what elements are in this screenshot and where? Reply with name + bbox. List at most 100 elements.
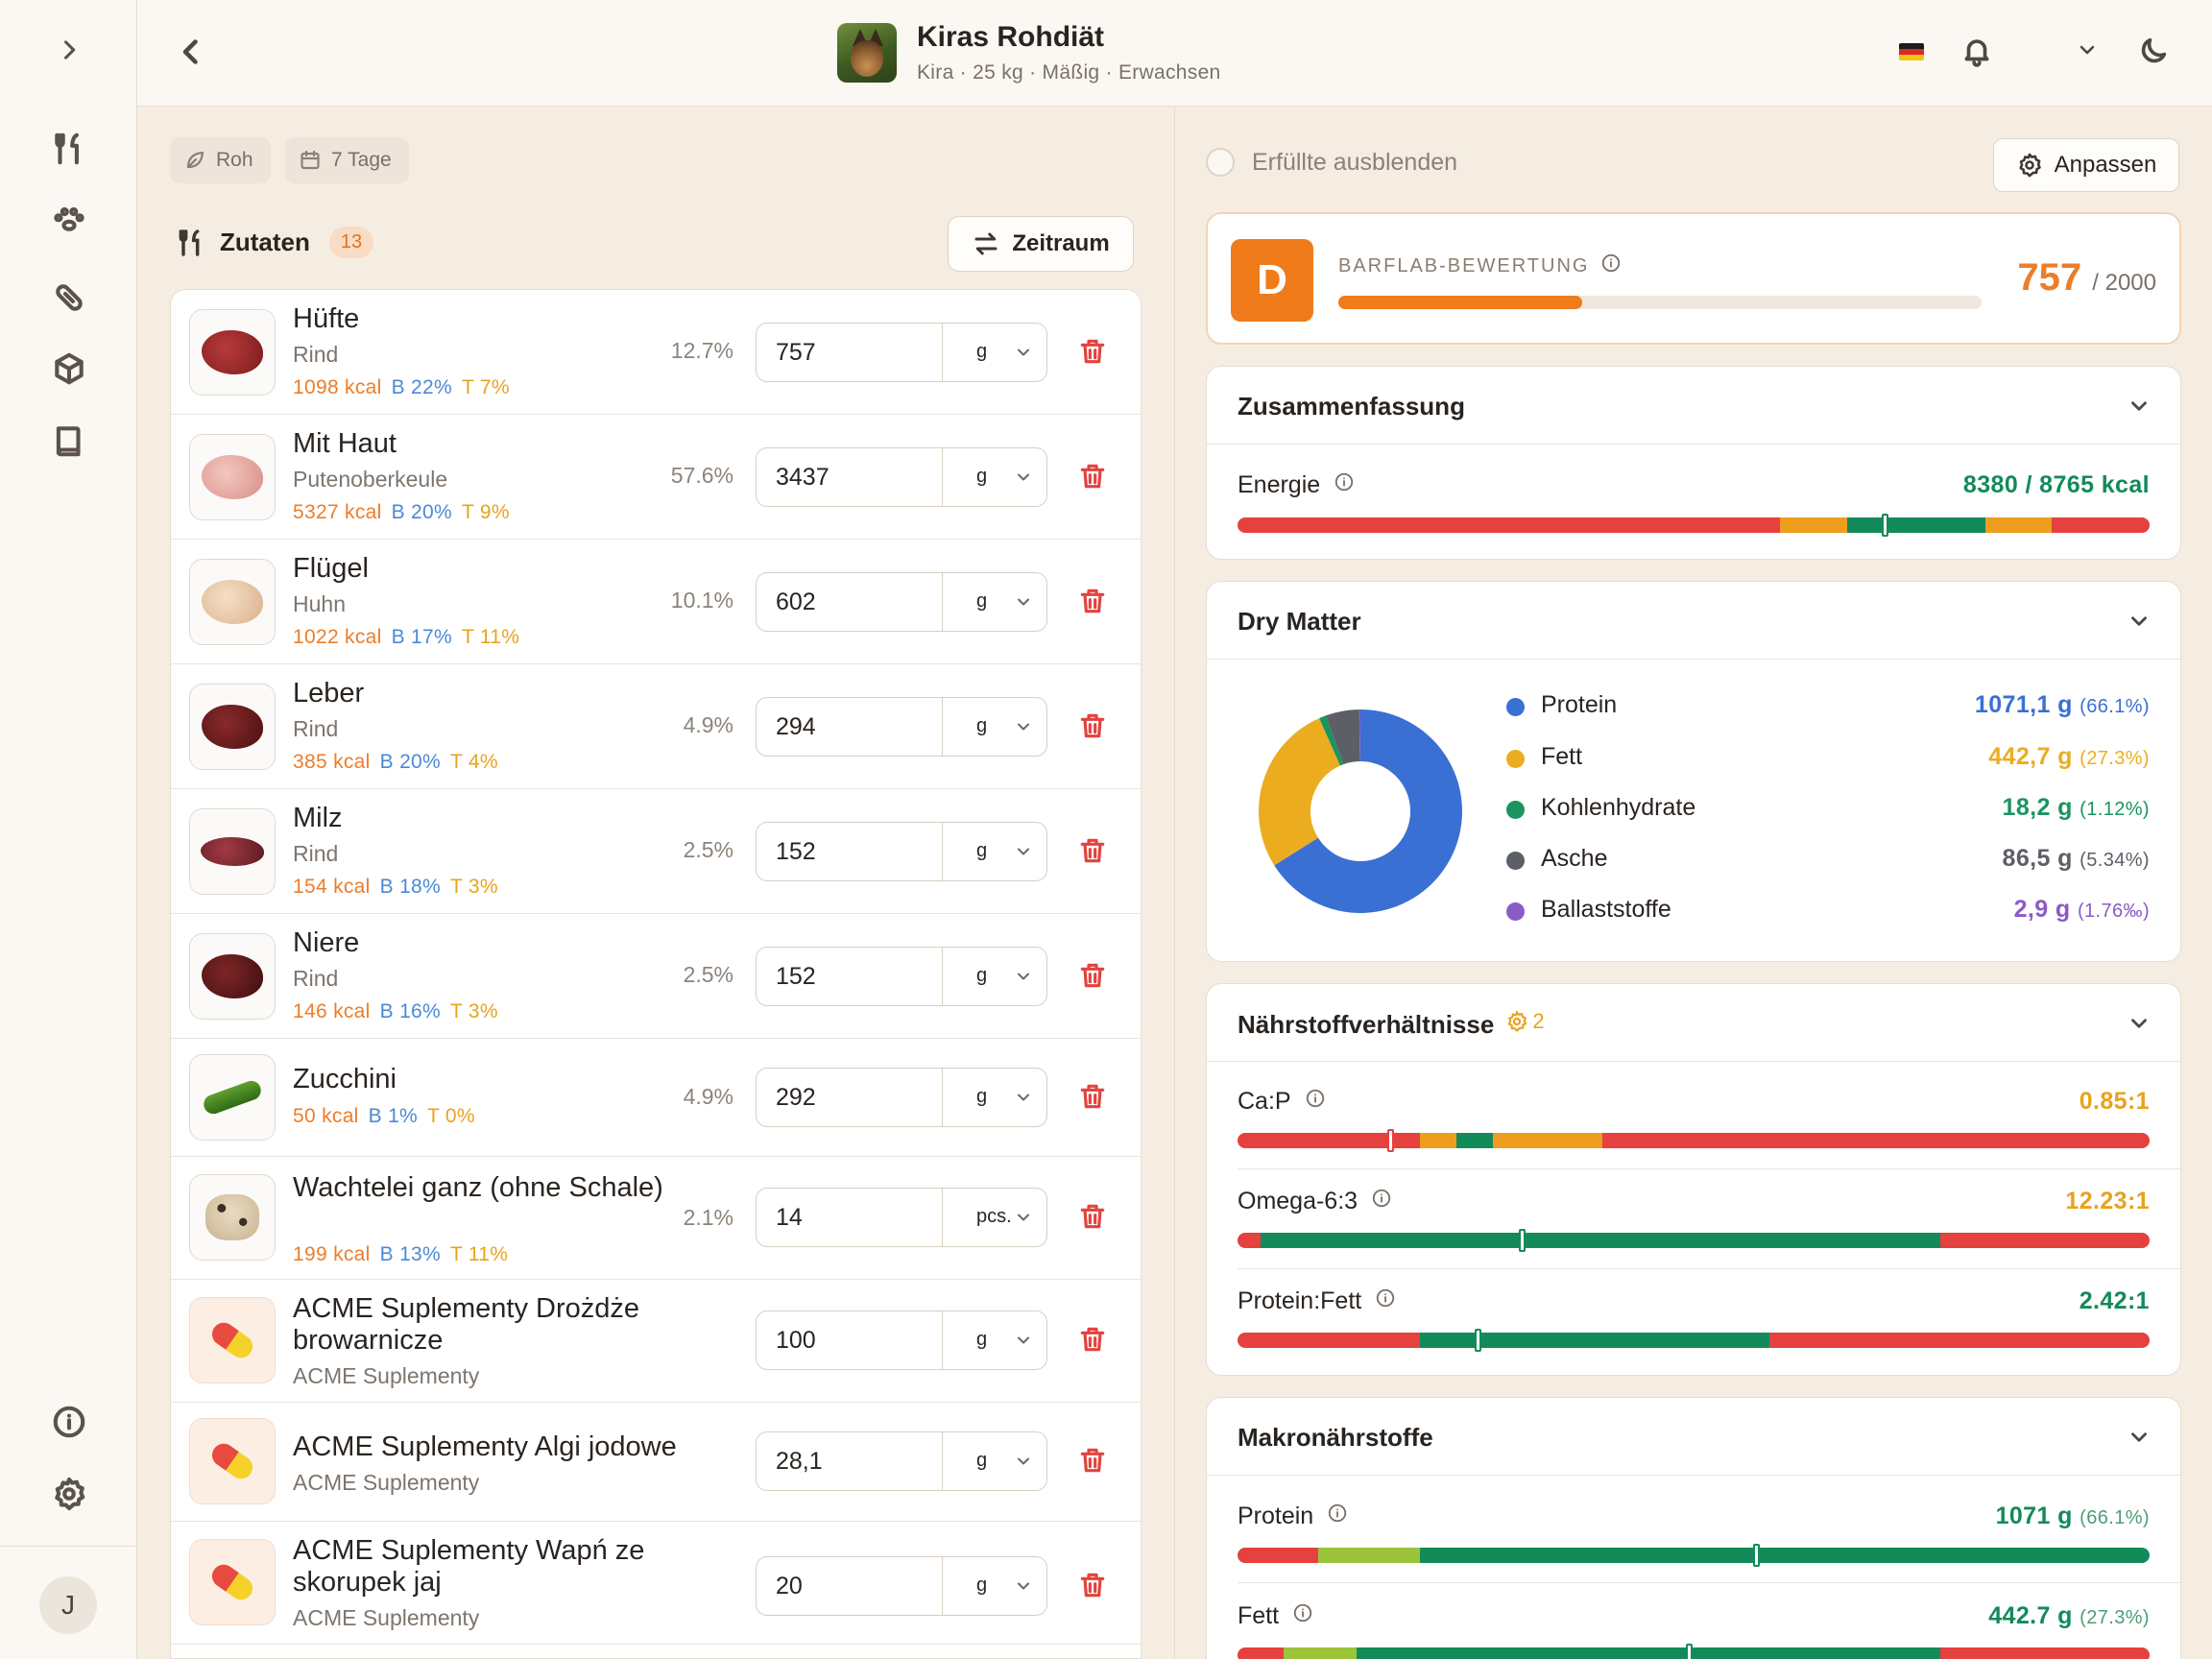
raw-chip-label: Roh [216,149,253,171]
ingredient-name: ACME Suplementy Wapń ze skorupek jaj [293,1535,645,1598]
delete-trash-icon[interactable] [1077,710,1110,743]
ingredient-row[interactable]: Milz Rind 154 kcal B 18% T 3% 2.5% 152 g [171,789,1141,914]
days-chip[interactable]: 7 Tage [285,137,409,183]
ingredient-row[interactable]: Leber Rind 385 kcal B 20% T 4% 4.9% 294 g [171,664,1141,789]
ingredient-row[interactable]: ACME Suplementy Algi jodowe ACME Supleme… [171,1403,1141,1522]
delete-trash-icon[interactable] [1077,1445,1110,1478]
ingredient-row[interactable]: Mit Haut Putenoberkeule 5327 kcal B 20% T … [171,415,1141,540]
ratio-value: 0.85:1 [2079,1088,2150,1115]
info-icon[interactable] [1327,1503,1348,1530]
ingredient-name: ACME Suplementy Drożdże browarnicze [293,1293,640,1356]
cutlery-icon[interactable] [48,128,90,170]
delete-trash-icon[interactable] [1077,960,1110,993]
ingredient-macros: 199 kcal B 13% T 11% [293,1243,509,1265]
energy-row: Energie 8380 / 8765 kcal [1238,471,2150,539]
supplement-pill-image [189,1297,276,1383]
period-button[interactable]: Zeitraum [948,216,1134,272]
info-icon[interactable] [1375,1287,1396,1315]
info-icon[interactable] [48,1401,90,1443]
unit-select[interactable]: g [942,1086,1046,1108]
book-icon[interactable] [48,420,90,462]
quantity-field[interactable]: 602 g [756,572,1047,632]
ingredient-percent: 57.6% [670,463,733,488]
info-icon[interactable] [1600,252,1622,279]
quantity-field[interactable]: 152 g [756,947,1047,1006]
pill-icon[interactable] [48,276,90,319]
delete-trash-icon[interactable] [1077,461,1110,493]
delete-trash-icon[interactable] [1077,586,1110,618]
quantity-field[interactable]: 100 g [756,1310,1047,1370]
delete-trash-icon[interactable] [1077,1081,1110,1114]
hide-fulfilled-toggle[interactable]: Erfüllte ausblenden [1206,148,1457,177]
box-icon[interactable] [48,348,90,390]
moon-dark-mode-icon[interactable] [2137,35,2170,72]
cutlery-icon [179,228,200,256]
delete-trash-icon[interactable] [1077,1570,1110,1602]
diet-subtitle: Kira · 25 kg · Mäßig · Erwachsen [917,61,1221,84]
ingredient-row[interactable]: Hüfte Rind 1098 kcal B 22% T 7% 12.7% 757 g [171,290,1141,415]
donut-slice-3 [1326,709,1360,765]
info-icon[interactable] [1371,1188,1392,1215]
user-avatar[interactable]: J [39,1576,97,1634]
quantity-field[interactable]: 152 g [756,822,1047,881]
unit-select[interactable]: g [942,590,1046,613]
unit-select[interactable]: g [942,341,1046,363]
german-flag-icon[interactable] [1899,43,1924,60]
unit-select[interactable]: g [942,715,1046,737]
quantity-field[interactable]: 28,1 g [756,1431,1047,1491]
supplement-pill-image [189,1539,276,1625]
unit-select[interactable]: g [942,1450,1046,1472]
ingredient-name: Wachtelei ganz (ohne Schale) [293,1172,663,1203]
back-chevron-icon[interactable] [174,35,208,74]
delete-trash-icon[interactable] [1077,835,1110,868]
ingredient-row[interactable]: Wachtelei ganz (ohne Schale) 199 kcal B 1… [171,1157,1141,1280]
language-dropdown-chevron-icon[interactable] [2076,38,2099,66]
unit-select[interactable]: pcs. [942,1206,1046,1228]
ingredient-percent: 2.5% [683,837,733,862]
quantity-field[interactable]: 292 g [756,1068,1047,1127]
chevron-down-icon[interactable] [2127,394,2152,423]
legend-item-ash: Asche 86,5 g (5.34%) [1506,845,2150,874]
info-icon[interactable] [1305,1088,1326,1116]
dry-matter-donut-chart [1259,709,1462,913]
unit-select[interactable]: g [942,466,1046,488]
chevron-down-icon[interactable] [2127,609,2152,638]
ingredient-row[interactable]: ACME Suplementy Drożdże browarnicze ACME… [171,1280,1141,1403]
unit-select[interactable]: g [942,965,1046,987]
delete-trash-icon[interactable] [1077,336,1110,369]
quantity-field[interactable]: 14 pcs. [756,1188,1047,1247]
delete-trash-icon[interactable] [1077,1324,1110,1357]
ingredient-row[interactable]: Niere Rind 146 kcal B 16% T 3% 2.5% 152 g [171,914,1141,1039]
quantity-field[interactable]: 294 g [756,697,1047,757]
legend-dot [1506,902,1525,921]
radio-circle[interactable] [1206,148,1235,177]
ingredient-row[interactable]: ACME Suplementy Wapń ze skorupek jaj ACM… [171,1522,1141,1645]
ingredient-name: Mit Haut [293,428,397,459]
chevron-down-icon [1018,598,1029,606]
raw-chip[interactable]: Roh [170,137,271,183]
unit-select[interactable]: g [942,1575,1046,1597]
ingredient-row[interactable]: Flügel Huhn 1022 kcal B 17% T 11% 10.1% 60… [171,540,1141,664]
settings-gear-icon [2019,153,2041,178]
chevron-down-icon[interactable] [2127,1011,2152,1041]
quantity-field[interactable]: 3437 g [756,447,1047,507]
expand-chevron-icon[interactable] [48,29,90,71]
unit-select[interactable]: g [942,1329,1046,1351]
beef-liver-image [189,684,276,770]
delete-trash-icon[interactable] [1077,1201,1110,1234]
supplement-pill-image [189,1418,276,1504]
settings-gear-icon[interactable] [48,1473,90,1515]
customize-button[interactable]: Anpassen [1993,138,2179,192]
unit-select[interactable]: g [942,840,1046,862]
chevron-down-icon[interactable] [2127,1425,2152,1455]
bell-icon[interactable] [1960,35,1993,72]
info-icon[interactable] [1334,471,1355,499]
ratios-settings-badge[interactable]: 2 [1505,1009,1545,1034]
ingredient-row[interactable]: Zucchini 50 kcal B 1% T 0% 4.9% 292 g [171,1039,1141,1157]
info-icon[interactable] [1292,1602,1313,1630]
ratio-marker [1519,1229,1526,1252]
quantity-field[interactable]: 757 g [756,323,1047,382]
ingredient-name: Leber [293,678,365,709]
paw-icon[interactable] [48,200,90,242]
quantity-field[interactable]: 20 g [756,1556,1047,1616]
